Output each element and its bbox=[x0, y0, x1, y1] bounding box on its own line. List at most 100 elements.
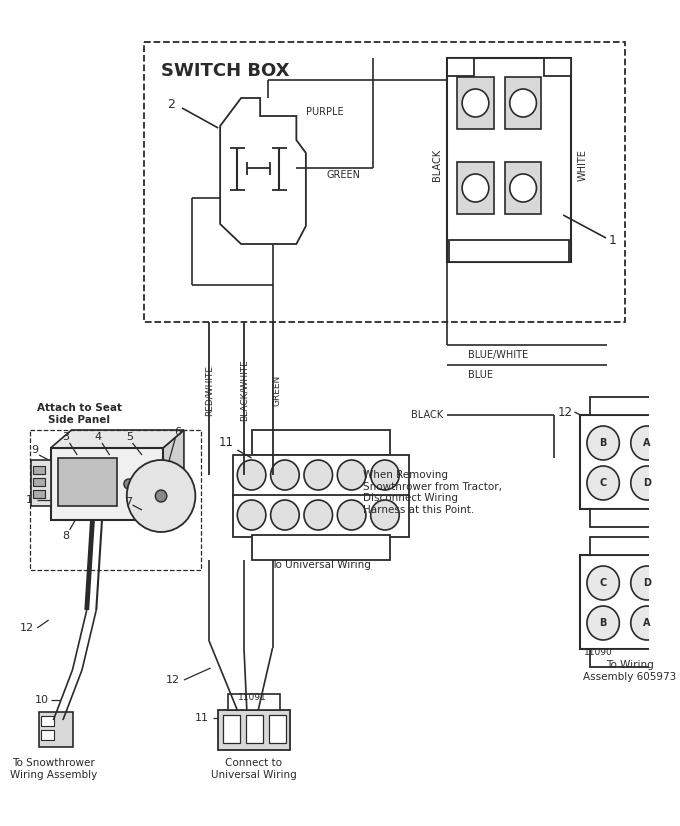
Text: To Universal Wiring: To Universal Wiring bbox=[271, 560, 371, 570]
Bar bbox=[228, 694, 280, 710]
Text: D: D bbox=[643, 578, 651, 588]
Bar bbox=[39, 712, 73, 747]
Bar bbox=[233, 495, 409, 537]
Bar bbox=[252, 535, 390, 560]
Bar bbox=[590, 509, 660, 527]
Text: 1: 1 bbox=[26, 495, 33, 505]
Circle shape bbox=[631, 566, 663, 600]
Circle shape bbox=[631, 466, 663, 500]
Bar bbox=[246, 715, 263, 743]
Circle shape bbox=[237, 500, 266, 530]
Text: To Wiring
Assembly 605973: To Wiring Assembly 605973 bbox=[583, 660, 677, 681]
Circle shape bbox=[587, 566, 619, 600]
Text: 12: 12 bbox=[166, 675, 180, 685]
Bar bbox=[33, 466, 45, 474]
Circle shape bbox=[237, 460, 266, 490]
Circle shape bbox=[304, 500, 333, 530]
Bar bbox=[41, 716, 54, 726]
Text: C: C bbox=[600, 478, 607, 488]
Circle shape bbox=[510, 174, 537, 202]
Text: GREEN: GREEN bbox=[327, 170, 361, 180]
Text: 10: 10 bbox=[35, 695, 49, 705]
Bar bbox=[580, 555, 670, 649]
Bar bbox=[544, 58, 571, 76]
Text: 11: 11 bbox=[218, 436, 233, 449]
Bar bbox=[580, 415, 670, 509]
Text: 1: 1 bbox=[609, 234, 617, 246]
Text: 8: 8 bbox=[63, 531, 69, 541]
Text: 9: 9 bbox=[32, 445, 39, 455]
Bar bbox=[505, 162, 541, 214]
Text: D: D bbox=[643, 478, 651, 488]
Bar bbox=[31, 460, 50, 506]
Circle shape bbox=[337, 460, 366, 490]
Text: Connect to
Universal Wiring: Connect to Universal Wiring bbox=[211, 758, 296, 780]
Bar bbox=[33, 490, 45, 498]
Bar bbox=[505, 77, 541, 129]
Text: 5: 5 bbox=[126, 432, 133, 442]
Text: BLUE: BLUE bbox=[468, 370, 493, 380]
Bar bbox=[144, 42, 625, 322]
Text: When Removing
Snowthrower from Tractor,
Disconnect Wiring
Harness at this Point.: When Removing Snowthrower from Tractor, … bbox=[363, 470, 502, 515]
Bar bbox=[590, 537, 660, 555]
Bar bbox=[33, 478, 45, 486]
Text: A: A bbox=[643, 438, 651, 448]
Text: 3: 3 bbox=[63, 432, 69, 442]
Circle shape bbox=[631, 426, 663, 460]
Bar bbox=[218, 710, 290, 750]
Circle shape bbox=[587, 466, 619, 500]
Text: A: A bbox=[643, 618, 651, 628]
Circle shape bbox=[462, 174, 489, 202]
Bar bbox=[41, 730, 54, 740]
Text: BLACK: BLACK bbox=[411, 410, 443, 420]
Text: B: B bbox=[600, 438, 607, 448]
Circle shape bbox=[271, 500, 299, 530]
Circle shape bbox=[304, 460, 333, 490]
Bar bbox=[447, 58, 571, 262]
Text: B: B bbox=[600, 618, 607, 628]
Text: SWITCH BOX: SWITCH BOX bbox=[161, 62, 290, 80]
Polygon shape bbox=[220, 98, 306, 244]
Text: 2: 2 bbox=[167, 97, 175, 111]
Bar bbox=[590, 649, 660, 667]
Text: GREEN: GREEN bbox=[273, 374, 282, 406]
Circle shape bbox=[587, 606, 619, 640]
Text: 11: 11 bbox=[194, 713, 209, 723]
Text: C: C bbox=[600, 578, 607, 588]
Text: 7: 7 bbox=[125, 497, 132, 507]
Circle shape bbox=[155, 490, 167, 502]
Text: BLACK: BLACK bbox=[432, 149, 443, 181]
Circle shape bbox=[631, 606, 663, 640]
Circle shape bbox=[371, 460, 399, 490]
Bar bbox=[458, 162, 494, 214]
Text: 4: 4 bbox=[95, 432, 102, 442]
Circle shape bbox=[371, 500, 399, 530]
Bar bbox=[590, 397, 660, 415]
Text: WHITE: WHITE bbox=[577, 149, 588, 181]
Bar bbox=[252, 430, 390, 455]
Circle shape bbox=[510, 89, 537, 117]
Circle shape bbox=[124, 479, 133, 489]
Bar bbox=[50, 448, 163, 520]
Polygon shape bbox=[163, 430, 184, 520]
Text: Attach to Seat
Side Panel: Attach to Seat Side Panel bbox=[37, 403, 122, 425]
Polygon shape bbox=[50, 430, 184, 448]
Bar bbox=[447, 58, 473, 76]
Bar bbox=[269, 715, 286, 743]
Text: BLACK/WHITE: BLACK/WHITE bbox=[239, 359, 248, 421]
Text: 11091: 11091 bbox=[238, 693, 267, 702]
Bar bbox=[449, 240, 569, 262]
Text: 6: 6 bbox=[174, 427, 181, 437]
Circle shape bbox=[271, 460, 299, 490]
Bar bbox=[58, 458, 117, 506]
Text: 11090: 11090 bbox=[584, 648, 613, 657]
Bar bbox=[458, 77, 494, 129]
Text: PURPLE: PURPLE bbox=[306, 107, 344, 117]
Text: 12: 12 bbox=[20, 623, 35, 633]
Text: 12: 12 bbox=[558, 406, 573, 419]
Text: RED/WHITE: RED/WHITE bbox=[204, 364, 214, 415]
Bar bbox=[233, 455, 409, 497]
Bar bbox=[223, 715, 240, 743]
Circle shape bbox=[337, 500, 366, 530]
Circle shape bbox=[587, 426, 619, 460]
